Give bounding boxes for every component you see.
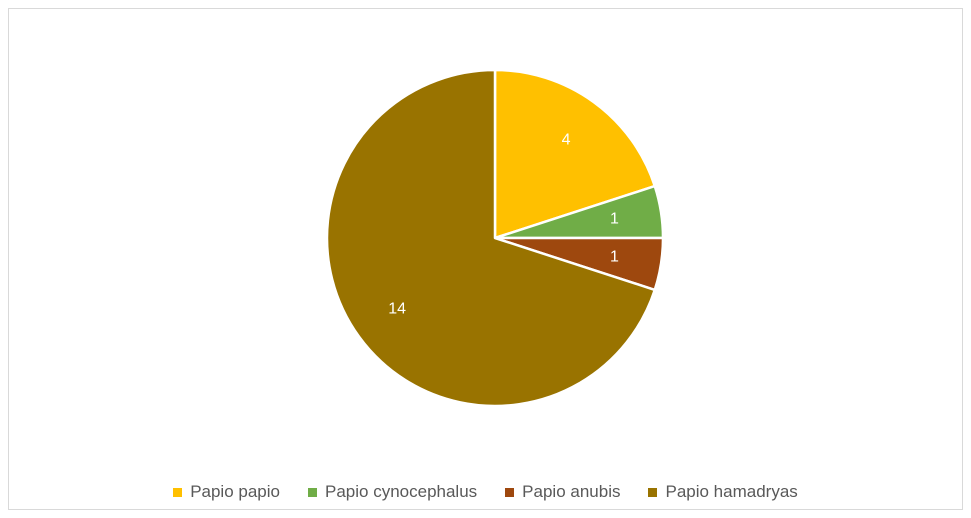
pie-slices	[325, 68, 665, 408]
data-label-papio-cynocephalus: 1	[610, 211, 619, 228]
data-label-papio-anubis: 1	[610, 248, 619, 265]
data-label-papio-papio: 4	[562, 132, 571, 149]
legend-item-papio-anubis: Papio anubis	[505, 482, 620, 502]
legend-label: Papio cynocephalus	[325, 482, 478, 501]
data-label-papio-hamadryas: 14	[388, 301, 406, 318]
pie-data-labels: 4 1 1 14	[388, 132, 619, 318]
legend-label: Papio anubis	[522, 482, 621, 501]
chart-legend: Papio papio Papio cynocephalus Papio anubi…	[0, 478, 971, 506]
legend-label: Papio hamadryas	[665, 482, 798, 501]
legend-swatch	[648, 487, 658, 497]
legend-item-papio-papio: Papio papio	[173, 482, 280, 502]
pie-slice-papio-papio	[493, 68, 657, 240]
legend-item-papio-hamadryas: Papio hamadryas	[648, 482, 798, 502]
pie-slice-papio-hamadryas	[325, 68, 657, 408]
legend-swatch	[308, 487, 317, 497]
legend-label: Papio papio	[190, 482, 280, 501]
legend-swatch	[173, 487, 183, 497]
legend-swatch	[505, 487, 515, 497]
legend-item-papio-cynocephalus: Papio cynocephalus	[308, 482, 477, 502]
